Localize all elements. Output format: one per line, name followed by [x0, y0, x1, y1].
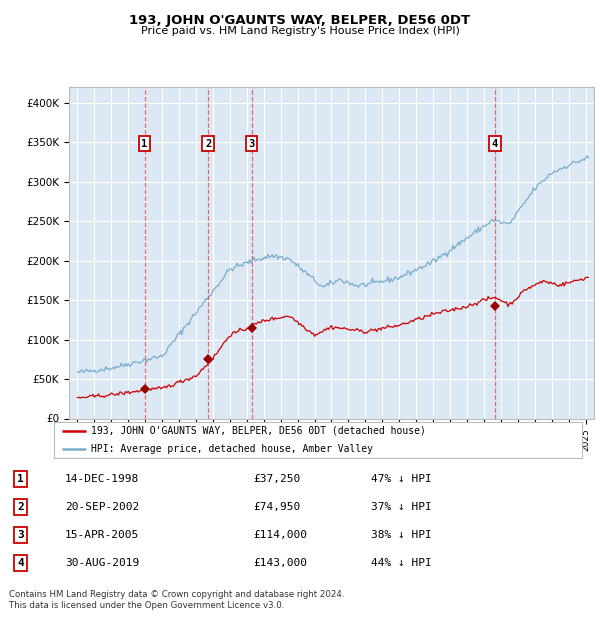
Text: 38% ↓ HPI: 38% ↓ HPI — [371, 530, 431, 540]
Text: 193, JOHN O'GAUNTS WAY, BELPER, DE56 0DT (detached house): 193, JOHN O'GAUNTS WAY, BELPER, DE56 0DT… — [91, 425, 426, 436]
Text: Contains HM Land Registry data © Crown copyright and database right 2024.
This d: Contains HM Land Registry data © Crown c… — [9, 590, 344, 609]
Text: 1: 1 — [17, 474, 24, 484]
Text: £114,000: £114,000 — [253, 530, 307, 540]
Text: 15-APR-2005: 15-APR-2005 — [65, 530, 139, 540]
Text: 3: 3 — [17, 530, 24, 540]
Text: 20-SEP-2002: 20-SEP-2002 — [65, 502, 139, 512]
Text: 14-DEC-1998: 14-DEC-1998 — [65, 474, 139, 484]
Text: 37% ↓ HPI: 37% ↓ HPI — [371, 502, 431, 512]
Text: 193, JOHN O'GAUNTS WAY, BELPER, DE56 0DT: 193, JOHN O'GAUNTS WAY, BELPER, DE56 0DT — [130, 14, 470, 27]
Text: Price paid vs. HM Land Registry's House Price Index (HPI): Price paid vs. HM Land Registry's House … — [140, 26, 460, 36]
Text: 30-AUG-2019: 30-AUG-2019 — [65, 558, 139, 568]
Text: 1: 1 — [142, 139, 148, 149]
Text: £143,000: £143,000 — [253, 558, 307, 568]
Text: 2: 2 — [17, 502, 24, 512]
Text: 44% ↓ HPI: 44% ↓ HPI — [371, 558, 431, 568]
Text: £37,250: £37,250 — [253, 474, 300, 484]
Text: £74,950: £74,950 — [253, 502, 300, 512]
Text: 4: 4 — [17, 558, 24, 568]
Text: 4: 4 — [492, 139, 498, 149]
Text: HPI: Average price, detached house, Amber Valley: HPI: Average price, detached house, Ambe… — [91, 443, 373, 454]
Text: 3: 3 — [248, 139, 255, 149]
Text: 2: 2 — [205, 139, 211, 149]
Text: 47% ↓ HPI: 47% ↓ HPI — [371, 474, 431, 484]
